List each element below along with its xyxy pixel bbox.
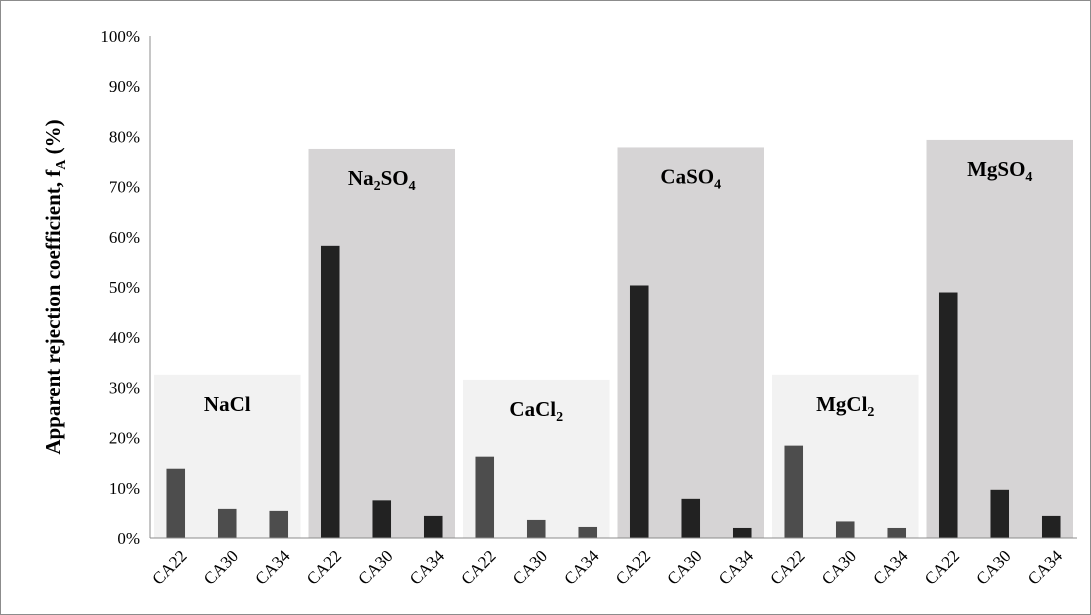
x-tick-label: CA30 bbox=[972, 546, 1014, 588]
x-tick-label: CA34 bbox=[869, 546, 912, 589]
bar bbox=[784, 445, 804, 538]
bar bbox=[887, 527, 907, 538]
group-label-subscript: 2 bbox=[556, 410, 563, 425]
x-tick-label: CA22 bbox=[148, 546, 190, 588]
bar bbox=[1041, 515, 1061, 538]
group-label-subscript: 2 bbox=[374, 179, 381, 194]
x-tick-label: CA34 bbox=[251, 546, 294, 589]
group-label-subscript: 4 bbox=[409, 179, 416, 194]
y-axis-label: Apparent rejection coefficient, fA (%) bbox=[41, 119, 69, 454]
x-tick-label: CA34 bbox=[1024, 546, 1067, 589]
bar bbox=[835, 521, 855, 538]
y-tick-label: 50% bbox=[109, 278, 140, 297]
y-tick-label: 60% bbox=[109, 228, 140, 247]
bar bbox=[938, 292, 958, 538]
axes bbox=[149, 36, 1077, 539]
bar bbox=[372, 500, 392, 538]
x-tick-label: CA30 bbox=[354, 546, 396, 588]
bar bbox=[217, 508, 237, 538]
y-tick-label: 30% bbox=[109, 378, 140, 397]
bar bbox=[732, 527, 752, 538]
x-tick-label: CA34 bbox=[715, 546, 758, 589]
group-label-part: MgSO bbox=[967, 157, 1025, 181]
group-label: Na2SO4 bbox=[348, 166, 416, 194]
y-tick-label: 100% bbox=[100, 27, 140, 46]
group-label-part: MgCl bbox=[816, 392, 867, 416]
x-tick-label: CA22 bbox=[766, 546, 808, 588]
group-label: CaCl2 bbox=[509, 397, 563, 425]
x-tick-label: CA30 bbox=[818, 546, 860, 588]
bar bbox=[166, 468, 186, 538]
group-label-part: SO bbox=[381, 166, 409, 190]
group-label-subscript: 2 bbox=[867, 405, 874, 420]
x-tick-label: CA22 bbox=[303, 546, 345, 588]
x-tick-label: CA22 bbox=[457, 546, 499, 588]
group-label: NaCl bbox=[204, 392, 251, 416]
y-tick-label: 0% bbox=[117, 529, 140, 548]
bar bbox=[269, 510, 289, 538]
y-tick-label: 70% bbox=[109, 178, 140, 197]
bars bbox=[166, 245, 1061, 538]
group-panels bbox=[154, 139, 1073, 538]
bar bbox=[578, 526, 598, 538]
x-tick-label: CA34 bbox=[560, 546, 603, 589]
x-tick-label: CA34 bbox=[406, 546, 449, 589]
bar bbox=[475, 456, 495, 538]
group-label: CaSO4 bbox=[660, 164, 721, 192]
y-tick-label: 10% bbox=[109, 479, 140, 498]
group-label-subscript: 4 bbox=[1025, 170, 1032, 185]
y-tick-labels: 0% 10% 20% 30% 40% 50% 60% 70% 80% 90% 100% bbox=[100, 27, 140, 548]
bar bbox=[320, 245, 340, 538]
x-tick-label: CA22 bbox=[921, 546, 963, 588]
group-label: MgSO4 bbox=[967, 157, 1032, 185]
y-axis-label-main: Apparent rejection coefficient, f bbox=[41, 169, 65, 455]
group-label-part: NaCl bbox=[204, 392, 251, 416]
bar bbox=[423, 515, 443, 538]
y-axis-label-unit: (%) bbox=[41, 119, 65, 159]
bar bbox=[990, 489, 1010, 538]
x-tick-labels: CA22 CA30 CA34 CA22 CA30 CA34 CA22 CA30 CA34 CA22… bbox=[148, 546, 1066, 589]
y-tick-label: 20% bbox=[109, 429, 140, 448]
group-label-part: Na bbox=[348, 166, 374, 190]
group-label: MgCl2 bbox=[816, 392, 874, 420]
bar bbox=[681, 498, 701, 538]
y-axis-label-subscript: A bbox=[54, 159, 69, 170]
y-tick-label: 90% bbox=[109, 77, 140, 96]
group-label-part: CaSO bbox=[660, 164, 714, 188]
bar bbox=[526, 519, 546, 538]
x-tick-label: CA30 bbox=[663, 546, 705, 588]
y-tick-label: 80% bbox=[109, 127, 140, 146]
x-tick-label: CA30 bbox=[509, 546, 551, 588]
group-label-subscript: 4 bbox=[714, 177, 721, 192]
bar bbox=[629, 285, 649, 538]
x-tick-label: CA30 bbox=[200, 546, 242, 588]
group-label-part: CaCl bbox=[509, 397, 556, 421]
y-tick-label: 40% bbox=[109, 328, 140, 347]
x-tick-label: CA22 bbox=[612, 546, 654, 588]
